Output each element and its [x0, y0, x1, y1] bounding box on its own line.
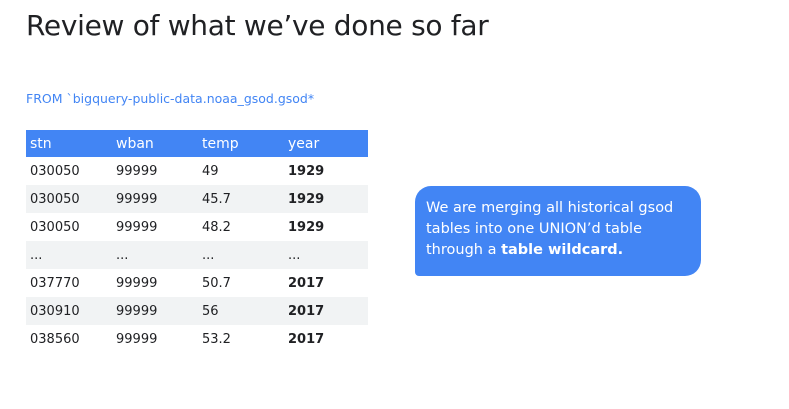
cell-wban: 99999 [112, 185, 198, 213]
cell-wban: ... [112, 241, 198, 269]
callout-line-1: We are merging all historical gsod [426, 200, 674, 216]
callout-line-3-prefix: through a [426, 242, 502, 258]
table-row: 038560 99999 53.2 2017 [26, 325, 368, 353]
cell-wban: 99999 [116, 275, 158, 291]
cell-temp: 53.2 [202, 331, 231, 347]
column-header-temp: temp [198, 130, 284, 157]
cell-temp: 49 [202, 163, 219, 179]
cell-wban: 99999 [116, 331, 158, 347]
cell-stn: 030050 [30, 163, 80, 179]
cell-year: 1929 [284, 185, 368, 213]
table-row: 030050 99999 48.2 1929 [26, 213, 368, 241]
column-header-wban: wban [112, 130, 198, 157]
table-row: 030050 99999 45.7 1929 [26, 185, 368, 213]
cell-wban: 99999 [112, 297, 198, 325]
cell-temp: 50.7 [202, 275, 231, 291]
cell-temp: 45.7 [198, 185, 284, 213]
cell-stn: ... [26, 241, 112, 269]
cell-stn: 030050 [30, 219, 80, 235]
results-table: stn wban temp year 030050 99999 49 1929 … [26, 130, 368, 353]
cell-year: 1929 [288, 163, 325, 179]
cell-year: ... [284, 241, 368, 269]
table-row: 037770 99999 50.7 2017 [26, 269, 368, 297]
table-header-row: stn wban temp year [26, 130, 368, 157]
cell-temp: 48.2 [202, 219, 231, 235]
callout-emphasis: table wildcard. [501, 242, 624, 258]
cell-year: 2017 [284, 297, 368, 325]
callout-bubble: We are merging all historical gsod table… [415, 186, 701, 276]
cell-stn: 037770 [30, 275, 80, 291]
cell-stn: 030910 [26, 297, 112, 325]
cell-year: 1929 [288, 219, 325, 235]
table-row-ellipsis: ... ... ... ... [26, 241, 368, 269]
column-header-stn: stn [26, 130, 112, 157]
table-row: 030910 99999 56 2017 [26, 297, 368, 325]
cell-wban: 99999 [116, 219, 158, 235]
table-row: 030050 99999 49 1929 [26, 157, 368, 185]
callout-line-2: tables into one UNION’d table [426, 221, 643, 237]
slide-title: Review of what we’ve done so far [26, 9, 489, 42]
cell-year: 2017 [288, 275, 325, 291]
cell-wban: 99999 [116, 163, 158, 179]
cell-year: 2017 [288, 331, 325, 347]
cell-temp: ... [198, 241, 284, 269]
query-from-clause: FROM `bigquery-public-data.noaa_gsod.gso… [26, 91, 315, 106]
cell-temp: 56 [198, 297, 284, 325]
cell-stn: 030050 [26, 185, 112, 213]
column-header-year: year [284, 130, 368, 157]
cell-stn: 038560 [30, 331, 80, 347]
